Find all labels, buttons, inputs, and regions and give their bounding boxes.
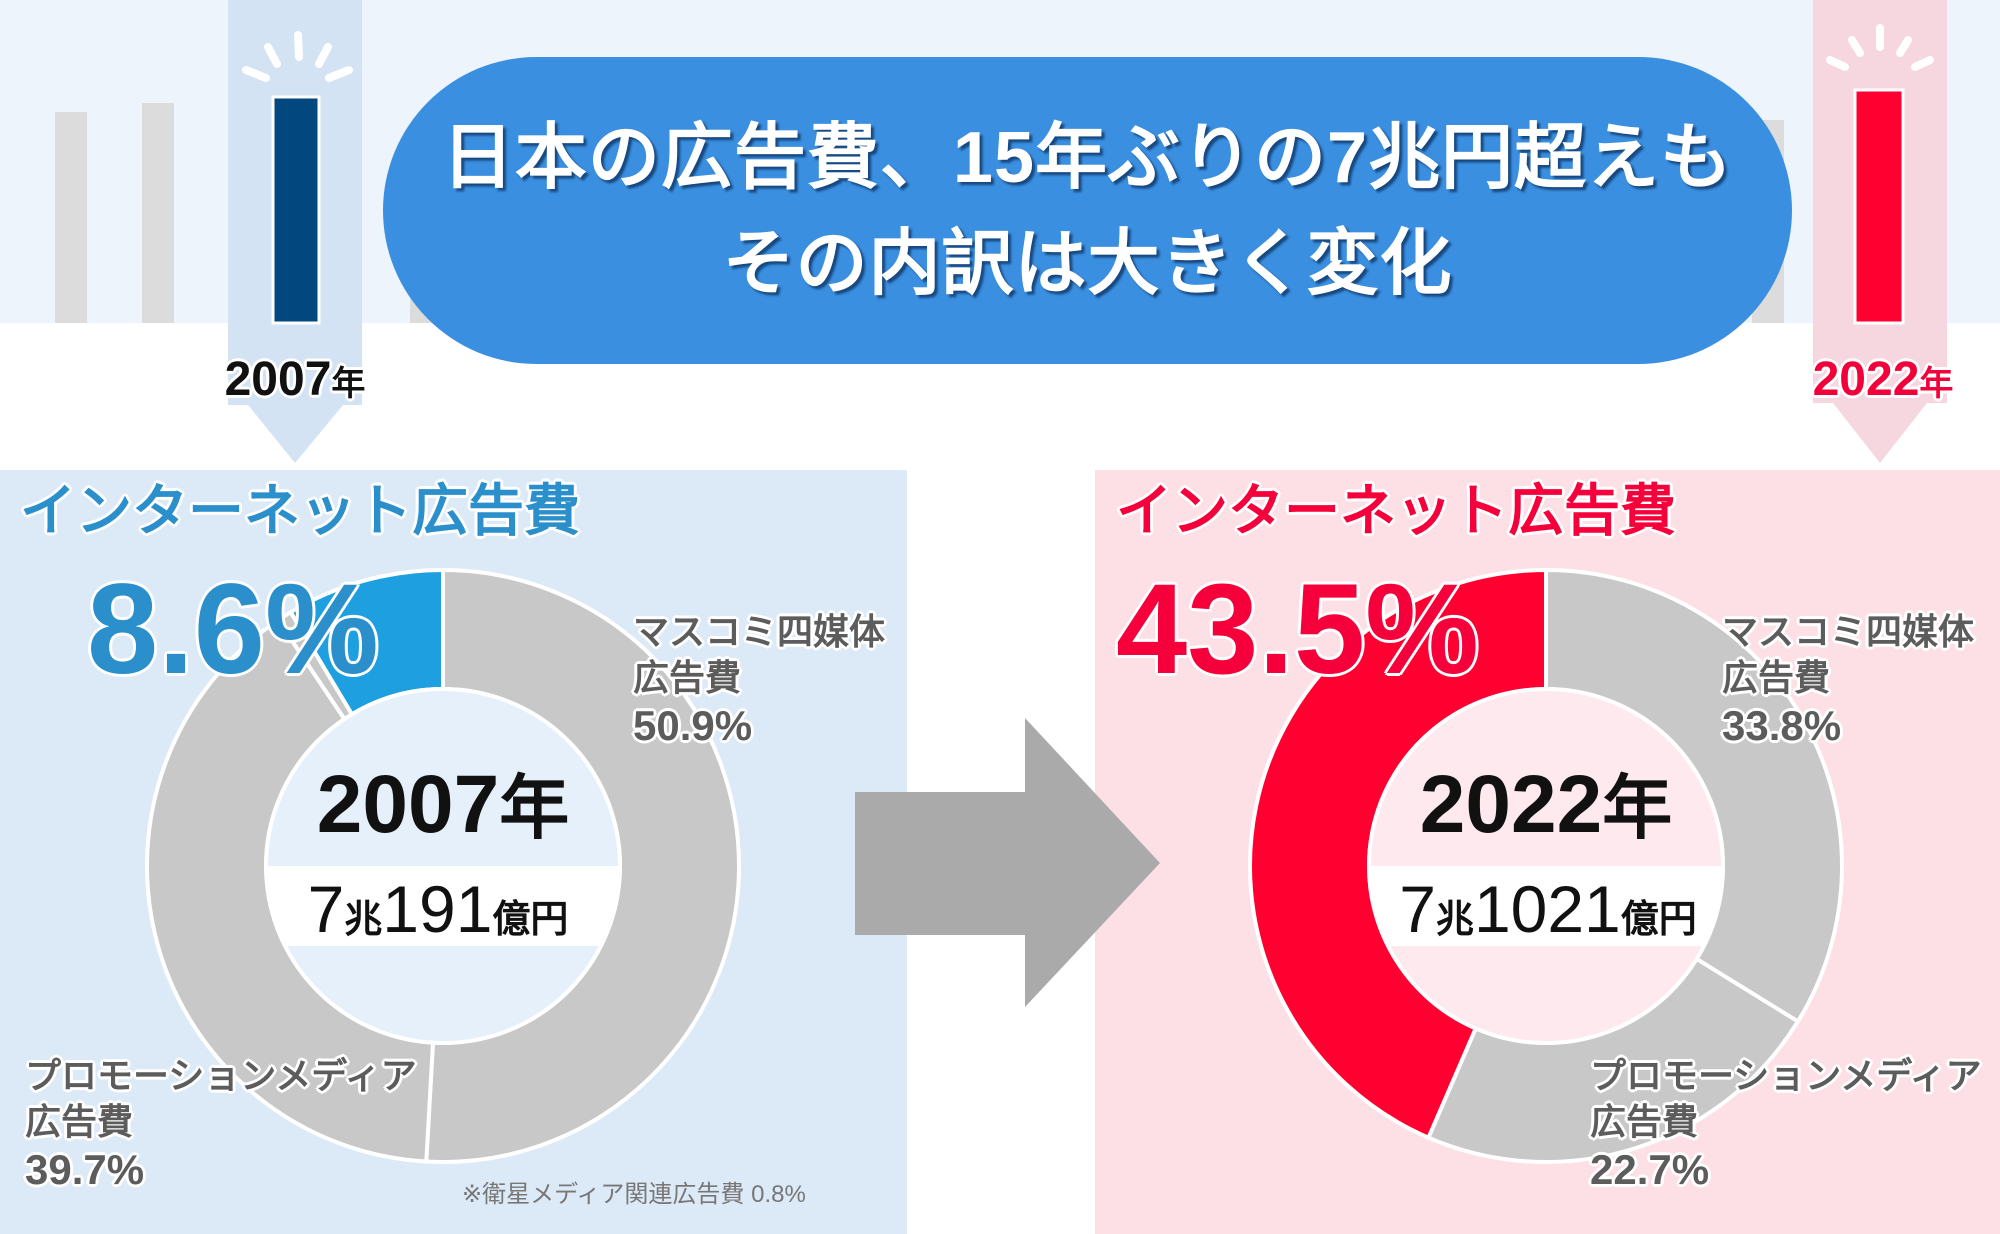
internet-share-2007: 8.6% (87, 558, 379, 701)
label-line: マスコミ四媒体 (633, 611, 886, 652)
donut-segments (145, 567, 741, 1164)
footnote-satellite: ※衛星メディア関連広告費 0.8% (462, 1181, 806, 1208)
center-year-2007: 2007年 (263, 764, 623, 846)
center-year-2022: 2022年 (1366, 764, 1726, 846)
donut-chart-2007 (145, 567, 741, 1164)
year-tag-unit: 年 (331, 365, 366, 403)
label-line: 広告費 (1590, 1101, 1699, 1142)
year-tag-2022: 2022年 (1773, 352, 1993, 419)
oku-unit: 億円 (492, 899, 569, 941)
label-value: 33.8% (1722, 702, 1842, 749)
internet-heading-2022: インターネット広告費 (1116, 479, 1676, 542)
year-tag-2007: 2007年 (185, 352, 405, 419)
label-value: 50.9% (633, 702, 753, 749)
donut-segments (1248, 567, 1844, 1164)
center-year-unit: 年 (1602, 769, 1673, 847)
sparkle-icon (242, 31, 353, 82)
amount-trillion: 7 (1399, 872, 1436, 946)
label-promotion-media-2007: プロモーションメディア 広告費 39.7% (25, 1053, 417, 1195)
year-tag-value: 2022 (1812, 353, 1920, 406)
label-line: 広告費 (1722, 657, 1831, 698)
amount-trillion: 7 (307, 872, 345, 946)
label-line: 広告費 (633, 657, 742, 698)
title-banner: 日本の広告費、15年ぶりの7兆円超えも その内訳は大きく変化 (383, 57, 1792, 364)
amount-band (1369, 866, 1723, 946)
label-line: プロモーションメディア (1590, 1055, 1982, 1096)
label-line: マスコミ四媒体 (1722, 611, 1975, 652)
bar-2007 (271, 95, 321, 325)
bar-2022 (1853, 88, 1905, 325)
label-line: 広告費 (25, 1101, 134, 1142)
internet-share-2022: 43.5% (1116, 558, 1479, 701)
amount-oku: 1021 (1473, 872, 1621, 946)
internet-heading-2007: インターネット広告費 (20, 479, 580, 542)
year-tag-value: 2007 (224, 353, 332, 406)
label-mass-media-2022: マスコミ四媒体 広告費 33.8% (1722, 609, 1974, 751)
sparkle-icon (1826, 24, 1934, 71)
amount-oku: 191 (382, 872, 493, 946)
total-amount-2007: 7兆191億円 (258, 876, 618, 953)
title-line-1: 日本の広告費、15年ぶりの7兆円超えも (441, 117, 1734, 198)
oku-unit: 億円 (1620, 899, 1697, 941)
label-promotion-media-2022: プロモーションメディア 広告費 22.7% (1590, 1053, 1982, 1195)
label-value: 22.7% (1590, 1146, 1710, 1193)
amount-band (266, 866, 620, 946)
label-line: プロモーションメディア (25, 1055, 417, 1096)
total-amount-2022: 7兆1021億円 (1368, 876, 1728, 953)
center-year-value: 2022 (1419, 759, 1603, 850)
title-line-2: その内訳は大きく変化 (722, 223, 1453, 304)
label-value: 39.7% (25, 1146, 145, 1193)
center-year-value: 2007 (316, 759, 500, 850)
trillion-unit: 兆 (1435, 899, 1474, 941)
label-mass-media-2007: マスコミ四媒体 広告費 50.9% (633, 609, 885, 751)
center-year-unit: 年 (499, 769, 570, 847)
trillion-unit: 兆 (344, 899, 383, 941)
timeline-bar (142, 103, 174, 323)
timeline-bar (55, 112, 87, 323)
donut-chart-2022 (1248, 567, 1844, 1164)
year-tag-unit: 年 (1919, 365, 1954, 403)
